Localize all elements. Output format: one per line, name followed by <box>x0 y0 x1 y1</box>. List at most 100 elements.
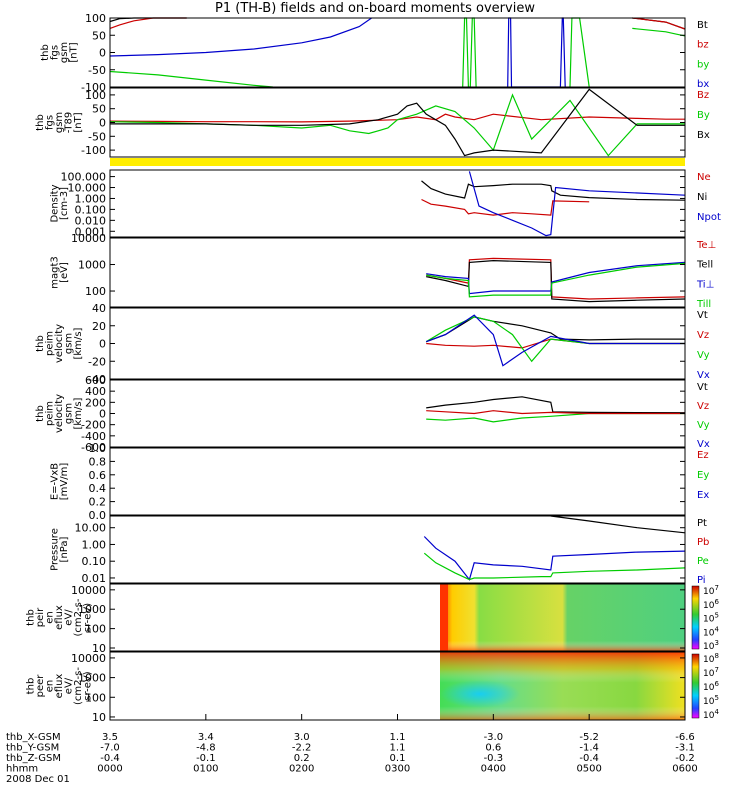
legend-entry: Ni <box>697 192 707 203</box>
y-tick-label: 0.6 <box>89 469 107 482</box>
series-line <box>569 17 590 88</box>
x-tick-label: -0.4 <box>100 753 120 764</box>
x-tick-label: -0.4 <box>579 753 599 764</box>
legend-entry: Ez <box>697 450 709 461</box>
y-axis-label: E=-VxB <box>49 463 60 500</box>
y-tick-label: -200 <box>81 419 106 432</box>
legend-entry: Pb <box>697 537 709 548</box>
y-axis-label: [nT] <box>73 112 84 132</box>
y-tick-label: 0.001 <box>75 225 107 238</box>
y-axis-label: [km/s] <box>73 397 84 429</box>
series-line <box>426 261 686 295</box>
series-line <box>109 113 685 123</box>
spectrogram-edge <box>440 584 448 651</box>
series-line <box>632 17 686 30</box>
y-tick-label: 0.100 <box>75 203 107 216</box>
legend-entry: Te⊥ <box>696 240 716 251</box>
y-axis-label: eflux <box>54 674 65 699</box>
y-axis-label: eV/ <box>64 609 75 626</box>
colorbar-label: 106 <box>703 598 719 611</box>
panel-7: 1.00.80.60.40.20.0 E=-VxB[mV/m] Ez Ey Ex <box>49 442 709 522</box>
y-axis-label: velocity <box>54 394 65 433</box>
y-tick-label: 0 <box>99 408 106 421</box>
legend-entry: Vy <box>697 420 710 431</box>
y-tick-label: 10000 <box>71 584 106 597</box>
y-tick-label: 50 <box>92 103 106 116</box>
y-axis-label: thb <box>40 44 51 61</box>
panel-frame <box>109 515 686 584</box>
y-tick-label: 10 <box>92 642 106 655</box>
y-axis-label: en <box>45 611 56 624</box>
x-tick-label: -0.3 <box>484 753 504 764</box>
y-axis-label: peir <box>35 607 46 627</box>
panel-frame <box>109 447 686 516</box>
y-axis-label: sr-eV) <box>83 603 94 632</box>
colorbar-label: 108 <box>703 652 719 665</box>
series-line <box>426 396 686 414</box>
x-tick-label: 0300 <box>385 764 410 775</box>
y-axis-label: eflux <box>54 605 65 630</box>
y-tick-label: 1.000 <box>75 192 107 205</box>
mode-bar <box>110 158 685 166</box>
y-tick-label: 0 <box>99 117 106 130</box>
y-axis-label: Pressure <box>49 528 60 571</box>
x-tick-label: -0.1 <box>196 753 216 764</box>
y-tick-label: 0 <box>99 47 106 60</box>
series-line <box>468 171 686 237</box>
spectrogram-feature <box>440 680 520 708</box>
series-line <box>421 198 590 216</box>
y-tick-label: 50 <box>92 29 106 42</box>
y-tick-label: -600 <box>81 441 106 454</box>
panel-4: 10000 1000 100 magt3[eV] Te⊥ Tell Ti⊥ Till <box>49 232 716 310</box>
colorbar-label: 104 <box>703 625 719 638</box>
x-tick-label: 1.1 <box>390 743 406 754</box>
y-tick-label: 0.4 <box>89 482 107 495</box>
x-tick-label: 0100 <box>193 764 218 775</box>
y-tick-label: 10 <box>92 711 106 724</box>
legend-entry: Bt <box>697 20 708 31</box>
series-line <box>109 93 685 157</box>
legend-entry: Till <box>696 299 711 310</box>
legend-entry: bz <box>697 40 709 51</box>
legend-entry: Vy <box>697 350 710 361</box>
x-tick-label: -7.0 <box>100 743 120 754</box>
y-tick-label: 40 <box>92 302 106 315</box>
x-tick-label: -5.2 <box>579 732 599 743</box>
y-tick-label: 100 <box>85 12 106 25</box>
legend-entry: Ti⊥ <box>696 279 714 290</box>
y-tick-label: 0.2 <box>89 496 107 509</box>
y-axis-label: thb <box>35 335 46 352</box>
x-axis-row-label: hhmm <box>6 764 38 775</box>
series-line <box>507 17 566 88</box>
x-axis-row-label: 2008 Dec 01 <box>6 774 70 785</box>
y-axis-label: [nT] <box>68 42 79 62</box>
series-line <box>426 412 685 423</box>
y-axis-label: gsm <box>64 403 75 424</box>
y-tick-label: 0.8 <box>89 455 107 468</box>
y-tick-label: 0.10 <box>82 555 107 568</box>
colorbar-label: 107 <box>703 666 719 679</box>
y-tick-label: 1000 <box>78 259 106 272</box>
legend-entry: Bx <box>697 130 710 141</box>
y-tick-label: 100 <box>85 623 106 636</box>
series-line <box>632 17 686 30</box>
y-axis-label: peer <box>35 674 46 698</box>
series-line <box>425 316 685 343</box>
legend-entry: Ex <box>697 490 709 501</box>
colorbar-label: 103 <box>703 639 719 652</box>
y-tick-label: -100 <box>81 144 106 157</box>
series-line <box>426 259 686 303</box>
series-line <box>423 536 686 581</box>
legend-entry: Pi <box>697 575 706 586</box>
figure-title: P1 (TH-B) fields and on-board moments ov… <box>215 1 535 16</box>
y-tick-label: 1.0 <box>89 442 107 455</box>
y-tick-label: 1.00 <box>82 538 107 551</box>
legend-entry: Bz <box>697 90 709 101</box>
y-axis-label: thb <box>26 609 37 626</box>
series-line <box>425 314 685 367</box>
